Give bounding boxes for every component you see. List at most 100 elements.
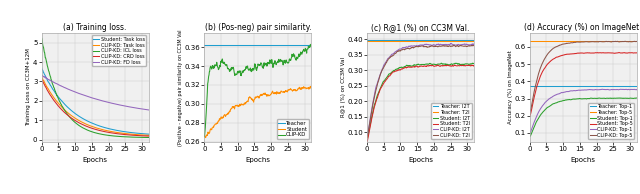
CLIP-KD: T2I: (28.2, 0.379): T2I: (28.2, 0.379) bbox=[458, 45, 465, 47]
CLIP-KD bbox=[276, 61, 284, 63]
Teacher bbox=[256, 44, 264, 46]
CLIP-KD: I2T: (25, 0.386): I2T: (25, 0.386) bbox=[447, 42, 454, 45]
CLIP-KD: Task loss: (26.3, 0.292): Task loss: (26.3, 0.292) bbox=[125, 133, 133, 135]
Student: I2T: (4.61, 0.258): I2T: (4.61, 0.258) bbox=[379, 82, 387, 84]
CLIP-KD: CRD loss: (32, 0.185): CRD loss: (32, 0.185) bbox=[145, 135, 152, 137]
Line: CLIP-KD: Top-1: CLIP-KD: Top-1 bbox=[530, 89, 637, 133]
Teacher: I2T: (4.61, 0.398): I2T: (4.61, 0.398) bbox=[379, 39, 387, 41]
Title: (c) R@1 (%) on CC3M Val.: (c) R@1 (%) on CC3M Val. bbox=[371, 23, 470, 32]
Student: T2I: (23, 0.315): T2I: (23, 0.315) bbox=[440, 64, 448, 67]
Student bbox=[289, 90, 296, 92]
Student bbox=[256, 94, 264, 97]
Line: CLIP-KD: ICL loss: CLIP-KD: ICL loss bbox=[42, 38, 148, 138]
Teacher: Top-5: (28.1, 0.635): Top-5: (28.1, 0.635) bbox=[620, 40, 628, 42]
CLIP-KD bbox=[216, 64, 223, 67]
CLIP-KD bbox=[256, 64, 264, 66]
CLIP-KD: T2I: (4.61, 0.303): T2I: (4.61, 0.303) bbox=[379, 68, 387, 71]
CLIP-KD: T2I: (26, 0.381): T2I: (26, 0.381) bbox=[450, 44, 458, 46]
Student: Top-5: (0, 0.199): Top-5: (0, 0.199) bbox=[526, 115, 534, 117]
CLIP-KD: FD loss: (28.1, 1.64): FD loss: (28.1, 1.64) bbox=[132, 107, 140, 109]
Student: I2T: (23, 0.32): I2T: (23, 0.32) bbox=[440, 63, 448, 65]
X-axis label: Epochs: Epochs bbox=[408, 157, 433, 163]
Teacher bbox=[216, 44, 223, 46]
CLIP-KD bbox=[307, 43, 314, 46]
CLIP-KD bbox=[277, 60, 285, 62]
CLIP-KD: ICL loss: (0, 5.25): ICL loss: (0, 5.25) bbox=[38, 37, 45, 39]
CLIP-KD: Top-1: (28.2, 0.353): Top-1: (28.2, 0.353) bbox=[620, 88, 628, 91]
Teacher: I2T: (16.6, 0.398): I2T: (16.6, 0.398) bbox=[419, 39, 426, 41]
Student: Top-5: (28.2, 0.566): Top-5: (28.2, 0.566) bbox=[620, 52, 628, 54]
CLIP-KD: Task loss: (22.6, 0.37): Task loss: (22.6, 0.37) bbox=[113, 131, 121, 134]
Teacher bbox=[308, 44, 316, 46]
Teacher: Top-5: (4.61, 0.635): Top-5: (4.61, 0.635) bbox=[541, 40, 549, 42]
Student: I2T: (31.5, 0.323): I2T: (31.5, 0.323) bbox=[468, 62, 476, 64]
Student: Task loss: (16.6, 0.753): Task loss: (16.6, 0.753) bbox=[93, 124, 101, 126]
Teacher: I2T: (28.1, 0.398): I2T: (28.1, 0.398) bbox=[457, 39, 465, 41]
CLIP-KD: Top-5: (0, 0.215): Top-5: (0, 0.215) bbox=[526, 112, 534, 114]
Teacher: I2T: (32, 0.398): I2T: (32, 0.398) bbox=[470, 39, 478, 41]
Line: Student: I2T: Student: I2T bbox=[367, 63, 474, 138]
Student: Top-1: (32, 0.303): Top-1: (32, 0.303) bbox=[633, 97, 640, 99]
Student: Task loss: (22.6, 0.476): Task loss: (22.6, 0.476) bbox=[113, 129, 121, 132]
Teacher: T2I: (22.6, 0.393): T2I: (22.6, 0.393) bbox=[438, 40, 446, 42]
Line: Student: T2I: Student: T2I bbox=[367, 65, 474, 141]
CLIP-KD: CRD loss: (22.6, 0.309): CRD loss: (22.6, 0.309) bbox=[113, 133, 121, 135]
Line: CLIP-KD: Top-5: CLIP-KD: Top-5 bbox=[530, 41, 637, 113]
CLIP-KD: FD loss: (26.3, 1.69): FD loss: (26.3, 1.69) bbox=[125, 106, 133, 108]
Student: Top-5: (26.3, 0.565): Top-5: (26.3, 0.565) bbox=[614, 52, 621, 54]
Teacher: T2I: (4.61, 0.393): T2I: (4.61, 0.393) bbox=[379, 40, 387, 42]
CLIP-KD: T2I: (32, 0.38): T2I: (32, 0.38) bbox=[470, 44, 478, 47]
Student bbox=[307, 85, 314, 87]
CLIP-KD: Top-1: (22.7, 0.352): Top-1: (22.7, 0.352) bbox=[602, 88, 609, 91]
Teacher: I2T: (22.6, 0.398): I2T: (22.6, 0.398) bbox=[438, 39, 446, 41]
Teacher bbox=[289, 44, 296, 46]
Student bbox=[200, 134, 208, 136]
CLIP-KD: I2T: (0, 0.0925): I2T: (0, 0.0925) bbox=[363, 133, 371, 136]
CLIP-KD: FD loss: (0, 3.32): FD loss: (0, 3.32) bbox=[38, 74, 45, 76]
CLIP-KD: I2T: (28.2, 0.381): I2T: (28.2, 0.381) bbox=[458, 44, 465, 46]
CLIP-KD: Task loss: (28.1, 0.265): Task loss: (28.1, 0.265) bbox=[132, 133, 140, 136]
CLIP-KD bbox=[294, 56, 302, 58]
Teacher: Top-1: (23, 0.37): Top-1: (23, 0.37) bbox=[603, 85, 611, 88]
Student: T2I: (26.2, 0.317): T2I: (26.2, 0.317) bbox=[451, 64, 458, 66]
CLIP-KD: Top-1: (26.4, 0.351): Top-1: (26.4, 0.351) bbox=[614, 88, 622, 91]
CLIP-KD: I2T: (26.4, 0.381): I2T: (26.4, 0.381) bbox=[451, 44, 459, 46]
Legend: Student: Task loss, CLIP-KD: Task loss, CLIP-KD: ICL loss, CLIP-KD: CRD loss, CL: Student: Task loss, CLIP-KD: Task loss, … bbox=[92, 36, 146, 66]
Line: CLIP-KD: I2T: CLIP-KD: I2T bbox=[367, 43, 474, 135]
Teacher: Top-5: (22.6, 0.635): Top-5: (22.6, 0.635) bbox=[602, 40, 609, 42]
CLIP-KD: Top-5: (4.61, 0.536): Top-5: (4.61, 0.536) bbox=[541, 57, 549, 59]
Title: (a) Training loss.: (a) Training loss. bbox=[63, 23, 127, 32]
Student: Task loss: (4.61, 2.29): Task loss: (4.61, 2.29) bbox=[53, 94, 61, 96]
CLIP-KD: FD loss: (22.6, 1.82): FD loss: (22.6, 1.82) bbox=[113, 103, 121, 106]
Teacher: T2I: (26.3, 0.393): T2I: (26.3, 0.393) bbox=[451, 40, 459, 42]
CLIP-KD: T2I: (26.4, 0.378): T2I: (26.4, 0.378) bbox=[451, 45, 459, 47]
CLIP-KD: T2I: (16.6, 0.378): T2I: (16.6, 0.378) bbox=[419, 45, 426, 47]
Title: (d) Accuracy (%) on ImageNet.: (d) Accuracy (%) on ImageNet. bbox=[524, 23, 640, 32]
Teacher: I2T: (26.3, 0.398): I2T: (26.3, 0.398) bbox=[451, 39, 459, 41]
Student: Top-1: (28.2, 0.301): Top-1: (28.2, 0.301) bbox=[620, 97, 628, 100]
CLIP-KD: Top-5: (32, 0.631): Top-5: (32, 0.631) bbox=[633, 40, 640, 43]
CLIP-KD: T2I: (22.6, 0.378): T2I: (22.6, 0.378) bbox=[438, 45, 446, 47]
Y-axis label: R@1 (%) on CC3M Val: R@1 (%) on CC3M Val bbox=[340, 57, 346, 117]
CLIP-KD: Top-1: (4.61, 0.277): Top-1: (4.61, 0.277) bbox=[541, 101, 549, 104]
Line: Student: Task loss: Student: Task loss bbox=[42, 68, 148, 134]
CLIP-KD: ICL loss: (26.3, 0.137): ICL loss: (26.3, 0.137) bbox=[125, 136, 133, 138]
CLIP-KD: Task loss: (32, 0.223): Task loss: (32, 0.223) bbox=[145, 134, 152, 137]
Teacher: T2I: (16.6, 0.393): T2I: (16.6, 0.393) bbox=[419, 40, 426, 42]
Student: Top-1: (16.6, 0.299): Top-1: (16.6, 0.299) bbox=[581, 97, 589, 100]
X-axis label: Epochs: Epochs bbox=[83, 157, 108, 163]
Teacher bbox=[200, 44, 208, 46]
Student: Task loss: (0, 3.71): Task loss: (0, 3.71) bbox=[38, 67, 45, 69]
Student bbox=[308, 86, 316, 89]
Student: T2I: (28.2, 0.316): T2I: (28.2, 0.316) bbox=[458, 64, 465, 67]
CLIP-KD bbox=[308, 46, 316, 48]
CLIP-KD bbox=[200, 136, 208, 138]
Student bbox=[276, 92, 284, 94]
CLIP-KD: Top-5: (25.6, 0.632): Top-5: (25.6, 0.632) bbox=[611, 40, 619, 42]
CLIP-KD: Top-5: (28.2, 0.63): Top-5: (28.2, 0.63) bbox=[620, 40, 628, 43]
Student: Task loss: (28.1, 0.342): Task loss: (28.1, 0.342) bbox=[132, 132, 140, 134]
Teacher bbox=[277, 44, 285, 46]
Student: I2T: (28.1, 0.319): I2T: (28.1, 0.319) bbox=[457, 63, 465, 66]
Line: CLIP-KD: Task loss: CLIP-KD: Task loss bbox=[42, 77, 148, 135]
CLIP-KD: T2I: (0, 0.0875): T2I: (0, 0.0875) bbox=[363, 135, 371, 137]
